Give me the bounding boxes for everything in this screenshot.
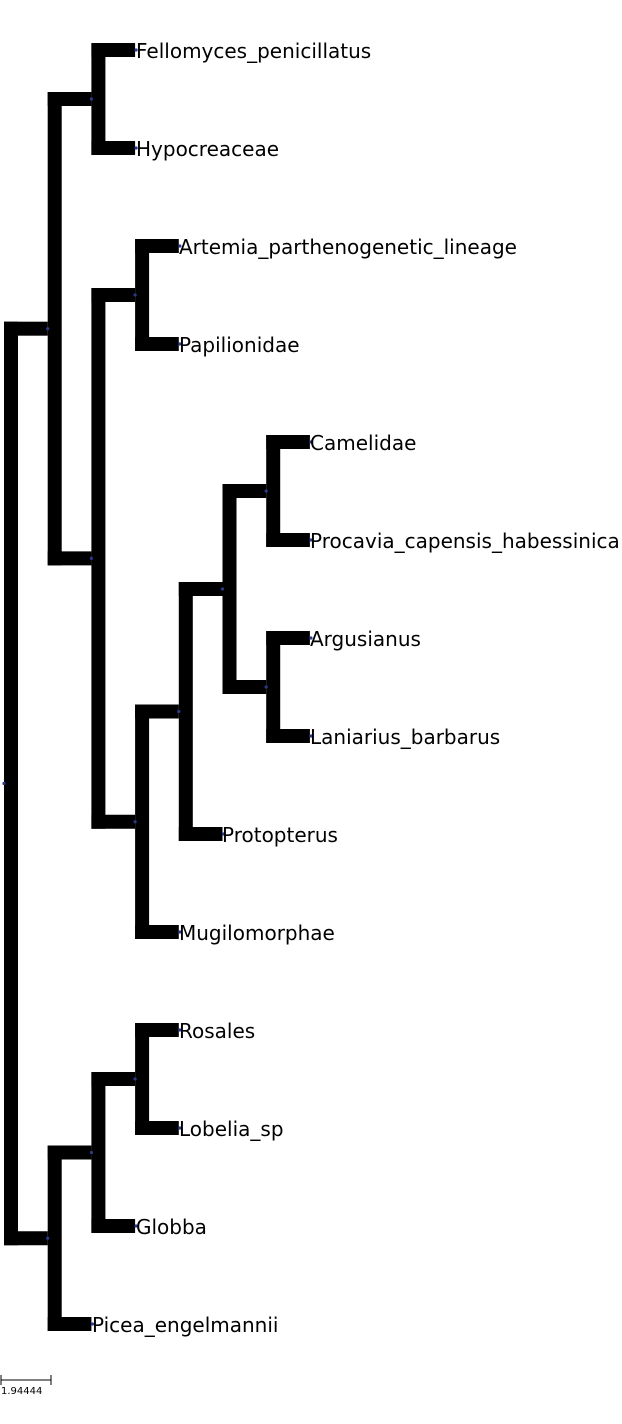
- tip-label-argusianus: Argusianus: [310, 627, 421, 651]
- vertical-branch-3: [91, 288, 106, 829]
- horizontal-branch-6-0-clade: [178, 582, 223, 596]
- vertical-branch-11: [91, 1072, 106, 1233]
- horizontal-branch-8-0-camelidae: [266, 435, 310, 449]
- tip-marker-rosales: [178, 1028, 182, 1032]
- scale-bar: 1.94444: [0, 1375, 52, 1397]
- horizontal-branch-6-1-protopterus: [178, 827, 223, 841]
- horizontal-branch-9-1-laniarius-barbarus: [266, 729, 310, 743]
- tip-marker-procavia-capensis-habessinica: [309, 538, 313, 542]
- vertical-branch-1: [47, 92, 62, 566]
- vertical-branch-6: [178, 582, 193, 841]
- internal-node-marker-5: [133, 820, 137, 824]
- horizontal-branch-0-1-clade: [4, 1231, 48, 1246]
- horizontal-branch-11-1-globba: [91, 1219, 136, 1233]
- tip-label-picea-engelmannii: Picea_engelmannii: [92, 1313, 278, 1337]
- vertical-branch-12: [135, 1023, 150, 1135]
- horizontal-branch-4-1-papilionidae: [135, 337, 179, 351]
- horizontal-branch-0-0-clade: [4, 321, 48, 336]
- vertical-branch-8: [266, 435, 281, 547]
- tip-label-artemia-parthenogenetic-lineage: Artemia_parthenogenetic_lineage: [179, 235, 517, 259]
- tip-marker-protopterus: [221, 832, 226, 836]
- tip-marker-picea-engelmannii: [90, 1322, 94, 1326]
- node-markers: [2, 48, 313, 1326]
- tip-marker-artemia-parthenogenetic-lineage: [178, 244, 182, 248]
- tip-label-procavia-capensis-habessinica: Procavia_capensis_habessinica: [310, 529, 620, 553]
- horizontal-branch-5-1-mugilomorphae: [135, 925, 179, 939]
- horizontal-branch-10-0-clade: [47, 1145, 92, 1160]
- tip-marker-argusianus: [309, 636, 313, 640]
- internal-node-marker-6: [177, 709, 181, 714]
- vertical-branch-0: [4, 321, 18, 1246]
- tip-marker-globba: [134, 1224, 138, 1228]
- horizontal-branch-2-1-hypocreaceae: [91, 141, 136, 155]
- horizontal-branch-10-1-picea-engelmannii: [47, 1317, 92, 1331]
- vertical-branch-10: [47, 1145, 62, 1331]
- horizontal-branch-11-0-clade: [91, 1072, 136, 1086]
- tip-marker-mugilomorphae: [178, 930, 182, 934]
- scale-bar-label: 1.94444: [1, 1386, 42, 1397]
- tip-label-rosales: Rosales: [179, 1019, 255, 1043]
- internal-node-marker-11: [89, 1150, 93, 1155]
- tip-marker-lobelia-sp: [178, 1126, 182, 1130]
- internal-node-marker-10: [46, 1236, 50, 1240]
- tip-marker-papilionidae: [178, 342, 182, 346]
- tip-marker-fellomyces-penicillatus: [134, 48, 138, 52]
- horizontal-branch-9-0-argusianus: [266, 631, 310, 645]
- tip-label-papilionidae: Papilionidae: [179, 333, 300, 357]
- horizontal-branch-7-1-clade: [222, 680, 267, 694]
- horizontal-branch-3-1-clade: [91, 814, 136, 829]
- internal-node-marker-7: [220, 587, 225, 591]
- tip-marker-laniarius-barbarus: [309, 734, 313, 738]
- tip-label-fellomyces-penicillatus: Fellomyces_penicillatus: [136, 39, 371, 63]
- tip-label-lobelia-sp: Lobelia_sp: [179, 1117, 284, 1141]
- tip-labels: Fellomyces_penicillatus Hypocreaceae Art…: [92, 39, 620, 1337]
- tip-marker-camelidae: [309, 440, 313, 444]
- vertical-branch-2: [91, 43, 106, 155]
- internal-node-marker-3: [89, 556, 93, 560]
- horizontal-branch-1-1-clade: [47, 551, 92, 566]
- vertical-branch-7: [222, 484, 237, 694]
- tip-label-protopterus: Protopterus: [222, 823, 338, 847]
- horizontal-branch-7-0-clade: [222, 484, 267, 498]
- tip-marker-hypocreaceae: [134, 146, 138, 150]
- internal-node-marker-1: [46, 327, 50, 331]
- internal-node-marker-12: [133, 1077, 137, 1081]
- vertical-branch-9: [266, 631, 281, 743]
- tip-label-camelidae: Camelidae: [310, 431, 416, 455]
- horizontal-branch-3-0-clade: [91, 288, 136, 302]
- tip-label-laniarius-barbarus: Laniarius_barbarus: [310, 725, 500, 749]
- internal-node-marker-2: [89, 97, 93, 101]
- horizontal-branch-2-0-fellomyces-penicillatus: [91, 43, 136, 57]
- tip-label-globba: Globba: [136, 1215, 207, 1239]
- horizontal-branch-12-1-lobelia-sp: [135, 1121, 179, 1135]
- tip-label-mugilomorphae: Mugilomorphae: [179, 921, 335, 945]
- internal-node-marker-0: [2, 781, 6, 786]
- tip-label-hypocreaceae: Hypocreaceae: [136, 137, 279, 161]
- horizontal-branch-4-0-artemia-parthenogenetic-lineage: [135, 239, 179, 253]
- internal-node-marker-9: [264, 685, 268, 689]
- tree-branches: [4, 43, 310, 1331]
- horizontal-branch-5-0-clade: [135, 704, 179, 719]
- internal-node-marker-8: [264, 489, 268, 493]
- horizontal-branch-1-0-clade: [47, 92, 92, 106]
- horizontal-branch-8-1-procavia-capensis-habessinica: [266, 533, 310, 547]
- internal-node-marker-4: [133, 293, 137, 297]
- horizontal-branch-12-0-rosales: [135, 1023, 179, 1037]
- vertical-branch-4: [135, 239, 150, 351]
- vertical-branch-5: [135, 704, 150, 939]
